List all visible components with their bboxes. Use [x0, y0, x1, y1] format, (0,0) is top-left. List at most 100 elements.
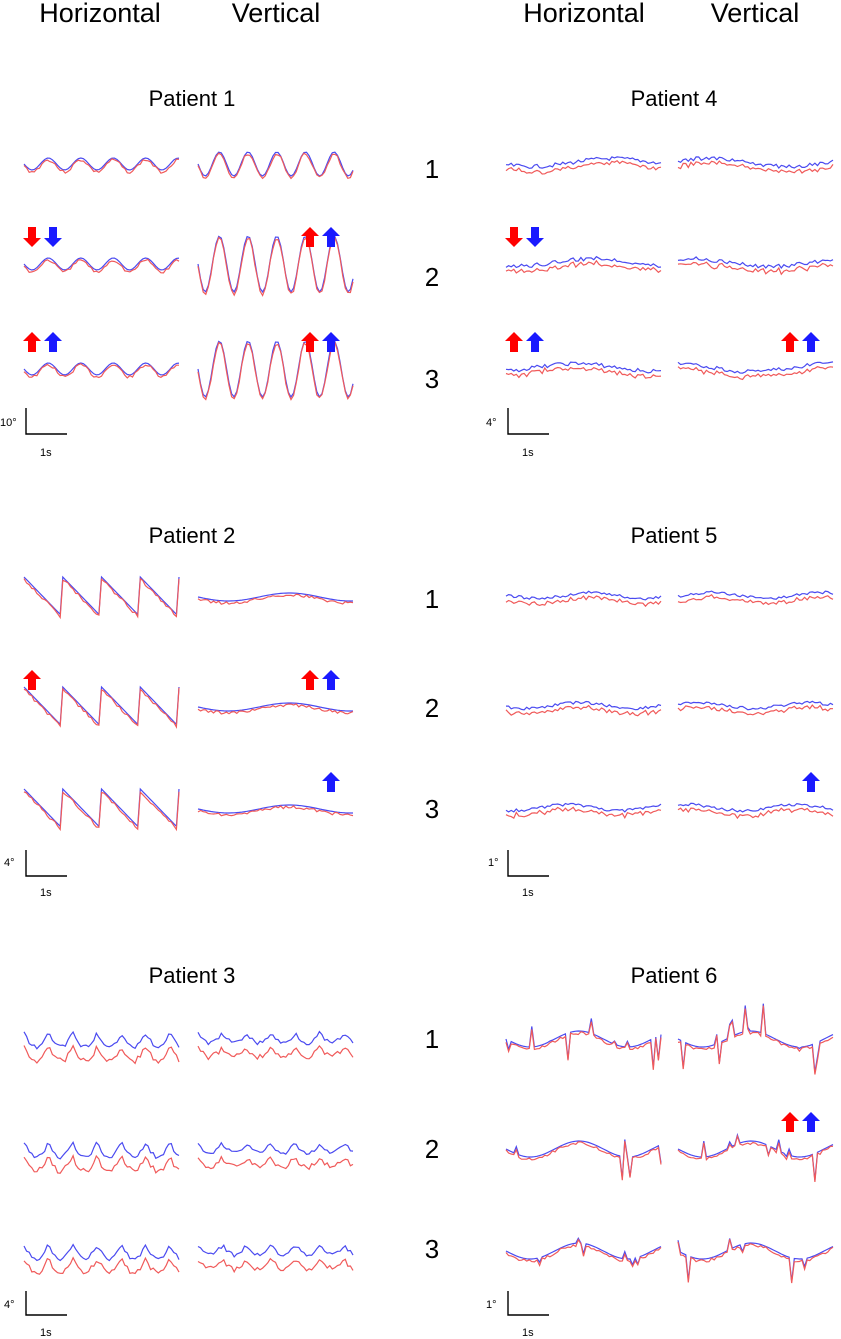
- eye-trace-red: [197, 1257, 354, 1274]
- eye-trace-red: [197, 341, 354, 401]
- eye-trace-layer: [23, 151, 834, 1284]
- patient-title: Patient 3: [149, 963, 236, 988]
- eye-trace-blue: [23, 787, 180, 828]
- eye-trace-red: [677, 594, 834, 606]
- eye-trace-red: [197, 236, 354, 297]
- eye-trace-red: [677, 704, 834, 716]
- eye-trace-red: [23, 363, 179, 379]
- eye-trace-red: [505, 366, 662, 379]
- eye-trace-blue: [505, 802, 662, 813]
- eye-trace-red: [677, 366, 834, 381]
- eye-trace-blue: [197, 1030, 354, 1046]
- eye-trace-red: [197, 703, 354, 715]
- eye-trace-red: [505, 595, 662, 608]
- eye-trace-red: [677, 807, 834, 820]
- eye-trace-blue: [505, 255, 662, 269]
- eye-trace-red: [197, 805, 354, 817]
- eye-trace-red: [23, 1256, 180, 1275]
- arrow-up-icon: [781, 332, 799, 352]
- eye-trace-blue: [505, 1237, 662, 1267]
- eye-trace-red: [23, 158, 180, 174]
- scale-degree-label: 1°: [486, 1299, 497, 1311]
- eye-trace-blue: [23, 1140, 180, 1160]
- arrow-up-icon: [23, 332, 41, 352]
- scale-degree-label: 4°: [4, 1299, 15, 1311]
- eye-trace-red: [23, 790, 180, 832]
- column-header-left-vertical: Vertical: [232, 0, 321, 28]
- eye-trace-blue: [23, 1030, 180, 1050]
- eye-trace-red: [505, 704, 662, 717]
- eye-trace-blue: [677, 256, 834, 270]
- eye-trace-red: [197, 1044, 354, 1061]
- arrow-up-icon: [301, 332, 319, 352]
- eye-trace-blue: [197, 151, 354, 177]
- eye-trace-blue: [677, 156, 834, 170]
- arrow-up-icon: [301, 670, 319, 690]
- eye-trace-red: [197, 593, 354, 605]
- arrow-up-icon: [322, 332, 340, 352]
- arrow-up-icon: [322, 772, 340, 792]
- arrow-down-icon: [44, 227, 62, 247]
- arrow-down-icon: [23, 227, 41, 247]
- eye-trace-blue: [23, 257, 180, 271]
- trial-number: 2: [425, 262, 439, 292]
- eye-trace-red: [197, 1155, 354, 1171]
- eye-trace-red: [505, 1021, 662, 1070]
- arrow-up-icon: [802, 772, 820, 792]
- arrow-up-icon: [44, 332, 62, 352]
- arrow-up-icon: [301, 227, 319, 247]
- eye-trace-blue: [677, 1132, 834, 1181]
- scale-degree-label: 1°: [488, 857, 499, 869]
- trial-number: 1: [425, 584, 439, 614]
- arrow-up-icon: [23, 670, 41, 690]
- eye-trace-blue: [197, 1141, 354, 1155]
- eye-trace-red: [23, 577, 180, 620]
- patient-title: Patient 1: [149, 86, 236, 111]
- eye-trace-blue: [505, 1018, 662, 1068]
- scale-time-label: 1s: [40, 447, 52, 459]
- trial-number: 2: [425, 1134, 439, 1164]
- scale-time-label: 1s: [40, 887, 52, 899]
- arrow-up-icon: [526, 332, 544, 352]
- eye-trace-red: [23, 1044, 180, 1065]
- eye-trace-red: [677, 1134, 834, 1182]
- patient-title: Patient 2: [149, 523, 236, 548]
- eye-trace-red: [505, 806, 662, 820]
- column-header-right-horizontal: Horizontal: [523, 0, 645, 28]
- eye-trace-blue: [677, 590, 834, 600]
- arrow-down-icon: [526, 227, 544, 247]
- eye-trace-blue: [677, 1238, 834, 1282]
- eye-trace-blue: [677, 700, 834, 711]
- eye-trace-red: [505, 259, 662, 274]
- eye-trace-blue: [677, 802, 834, 813]
- eye-trace-blue: [506, 700, 662, 711]
- eye-trace-red: [505, 1238, 662, 1268]
- scale-time-label: 1s: [522, 887, 534, 899]
- eye-trace-blue: [23, 157, 180, 171]
- arrow-up-icon: [802, 1112, 820, 1132]
- eye-trace-red: [23, 258, 180, 274]
- eye-trace-blue: [197, 1244, 354, 1258]
- scale-degree-label: 4°: [4, 857, 15, 869]
- arrow-down-icon: [505, 227, 523, 247]
- arrow-up-icon: [322, 227, 340, 247]
- eye-trace-red: [677, 1005, 834, 1075]
- arrow-up-icon: [322, 670, 340, 690]
- trial-number: 2: [425, 693, 439, 723]
- trial-number: 1: [425, 154, 439, 184]
- eye-trace-blue: [505, 590, 662, 601]
- eye-trace-blue: [677, 1003, 834, 1073]
- eye-trace-blue: [23, 1243, 180, 1262]
- scale-degree-label: 4°: [486, 417, 497, 429]
- eye-trace-red: [677, 261, 834, 276]
- patient-title: Patient 6: [631, 963, 718, 988]
- arrow-up-icon: [781, 1112, 799, 1132]
- eye-trace-red: [505, 159, 662, 175]
- eye-trace-blue: [677, 361, 834, 374]
- eye-trace-blue: [23, 362, 180, 376]
- arrow-layer: [23, 227, 820, 1132]
- eye-trace-blue: [197, 702, 353, 712]
- scale-time-label: 1s: [522, 1327, 534, 1339]
- eye-trace-blue: [505, 1139, 662, 1179]
